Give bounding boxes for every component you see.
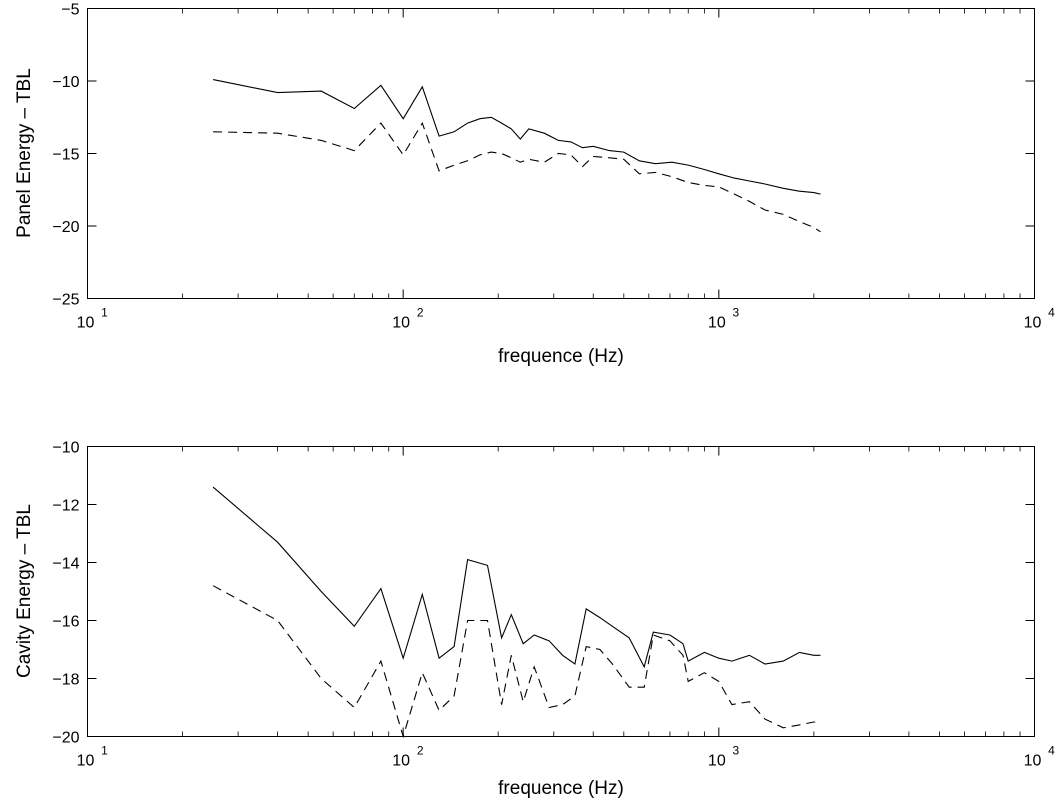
panel-energy-series-dashed-line xyxy=(213,121,821,233)
cavity-energy-y-ticks: −20 −18 −16 −14 −12 −10 xyxy=(52,440,1035,747)
cavity-energy-x-ticks: 10 1 10 2 10 3 10 4 xyxy=(77,446,1055,770)
panel-energy-x-tick-exponent: 2 xyxy=(417,306,424,320)
panel-energy-chart: −25 −20 −15 −10 −5 10 1 10 2 10 3 10 4 frequence (H… xyxy=(14,2,1055,368)
panel-energy-x-tick-exponent: 1 xyxy=(101,306,108,320)
cavity-energy-x-tick-exponent: 2 xyxy=(417,744,424,758)
panel-energy-y-tick-label: −5 xyxy=(61,2,79,19)
cavity-energy-series xyxy=(212,486,821,739)
panel-energy-x-ticks: 10 1 10 2 10 3 10 4 xyxy=(77,8,1055,332)
cavity-energy-y-tick-label: −16 xyxy=(52,614,79,631)
cavity-energy-series-solid-line xyxy=(212,486,821,669)
cavity-energy-x-axis-label: frequence (Hz) xyxy=(498,778,624,799)
panel-energy-x-axis-label: frequence (Hz) xyxy=(498,346,624,367)
cavity-energy-x-tick-label: 10 xyxy=(77,753,95,770)
cavity-energy-x-tick-exponent: 3 xyxy=(732,744,739,758)
panel-energy-x-tick-label: 10 xyxy=(1024,315,1042,332)
cavity-energy-x-tick-exponent: 4 xyxy=(1048,744,1055,758)
cavity-energy-x-tick-label: 10 xyxy=(708,753,726,770)
panel-energy-x-tick-label: 10 xyxy=(392,315,410,332)
cavity-energy-series-dashed-line xyxy=(212,585,821,739)
cavity-energy-y-tick-label: −14 xyxy=(52,556,79,573)
panel-energy-x-tick-label: 10 xyxy=(77,315,95,332)
cavity-energy-y-axis-label: Cavity Energy – TBL xyxy=(14,504,35,678)
panel-energy-y-ticks: −25 −20 −15 −10 −5 xyxy=(52,2,1035,309)
cavity-energy-y-tick-label: −18 xyxy=(52,672,79,689)
cavity-energy-x-tick-exponent: 1 xyxy=(101,744,108,758)
panel-energy-x-tick-label: 10 xyxy=(708,315,726,332)
cavity-energy-x-tick-label: 10 xyxy=(392,753,410,770)
cavity-energy-y-tick-label: −10 xyxy=(52,440,79,457)
cavity-energy-y-tick-label: −12 xyxy=(52,498,79,515)
cavity-energy-plot-area xyxy=(87,446,1035,737)
panel-energy-y-tick-label: −25 xyxy=(52,292,79,309)
cavity-energy-x-tick-label: 10 xyxy=(1024,753,1042,770)
panel-energy-y-tick-label: −15 xyxy=(52,147,79,164)
panel-energy-x-tick-exponent: 4 xyxy=(1048,306,1055,320)
panel-energy-x-tick-exponent: 3 xyxy=(732,306,739,320)
cavity-energy-y-tick-label: −20 xyxy=(52,730,79,747)
panel-energy-y-tick-label: −20 xyxy=(52,219,79,236)
cavity-energy-chart: −20 −18 −16 −14 −12 −10 10 1 10 2 10 3 10 4 frequenc… xyxy=(14,440,1055,800)
panel-energy-y-tick-label: −10 xyxy=(52,74,79,91)
panel-energy-series-solid-line xyxy=(212,79,821,195)
panel-energy-y-axis-label: Panel Energy – TBL xyxy=(14,68,35,238)
panel-energy-series xyxy=(212,79,821,233)
